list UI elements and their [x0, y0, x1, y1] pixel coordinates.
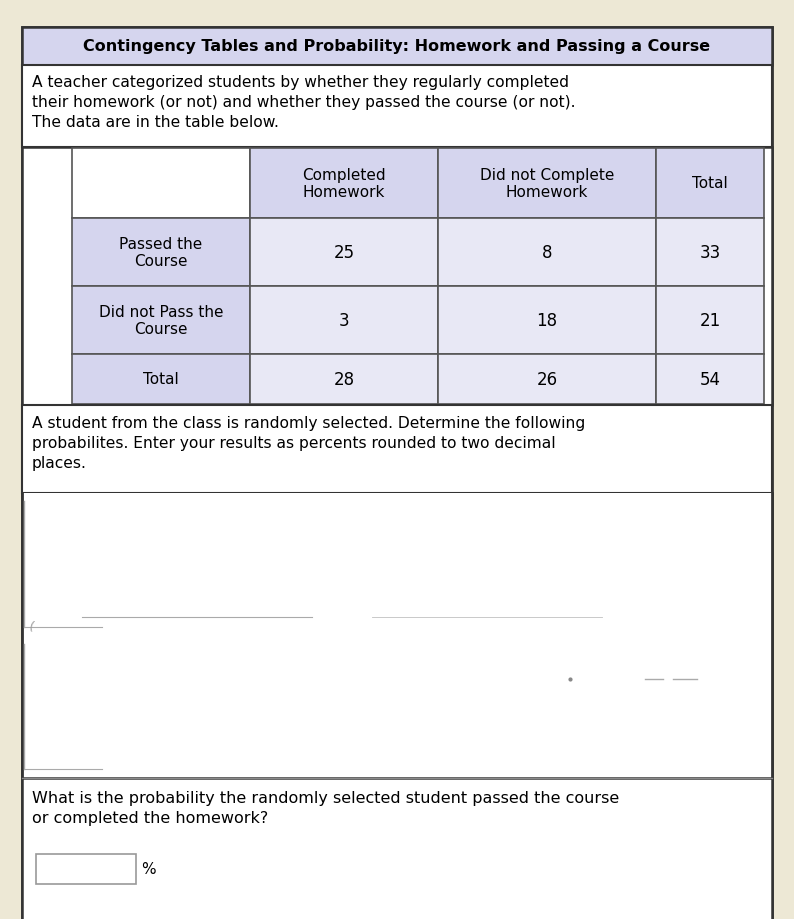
- Bar: [438, 355, 656, 404]
- Text: 26: 26: [537, 370, 557, 389]
- Bar: [72, 355, 250, 404]
- Text: A student from the class is randomly selected. Determine the following
probabili: A student from the class is randomly sel…: [32, 415, 585, 471]
- Text: Total: Total: [692, 176, 728, 191]
- Bar: [656, 355, 764, 404]
- Text: %: %: [141, 862, 156, 877]
- Bar: [438, 287, 656, 355]
- Bar: [656, 287, 764, 355]
- Bar: [656, 149, 764, 219]
- Text: 33: 33: [700, 244, 721, 262]
- Bar: [22, 28, 772, 66]
- Bar: [22, 66, 772, 148]
- Text: Contingency Tables and Probability: Homework and Passing a Course: Contingency Tables and Probability: Home…: [83, 40, 711, 54]
- Text: 25: 25: [333, 244, 355, 262]
- Bar: [250, 219, 438, 287]
- Text: A teacher categorized students by whether they regularly completed
their homewor: A teacher categorized students by whethe…: [32, 75, 576, 130]
- Bar: [250, 287, 438, 355]
- Bar: [36, 854, 136, 884]
- Bar: [72, 149, 250, 219]
- Text: Total: Total: [143, 372, 179, 387]
- Text: Did not Complete
Homework: Did not Complete Homework: [480, 167, 615, 200]
- Text: Passed the
Course: Passed the Course: [119, 236, 202, 269]
- Text: 28: 28: [333, 370, 355, 389]
- Bar: [72, 287, 250, 355]
- Text: What is the probability the randomly selected student passed the course
or compl: What is the probability the randomly sel…: [32, 790, 619, 825]
- Text: 18: 18: [537, 312, 557, 330]
- Bar: [72, 219, 250, 287]
- Text: (: (: [27, 619, 35, 633]
- Text: 21: 21: [700, 312, 721, 330]
- Text: 3: 3: [339, 312, 349, 330]
- Text: 8: 8: [542, 244, 553, 262]
- Text: Completed
Homework: Completed Homework: [303, 167, 386, 200]
- Bar: [656, 219, 764, 287]
- Text: 54: 54: [700, 370, 720, 389]
- Bar: [22, 778, 772, 919]
- Bar: [250, 355, 438, 404]
- Bar: [438, 149, 656, 219]
- Bar: [22, 405, 772, 494]
- Bar: [438, 219, 656, 287]
- Text: Did not Pass the
Course: Did not Pass the Course: [98, 304, 223, 337]
- Bar: [22, 148, 772, 405]
- Bar: [22, 494, 772, 778]
- Bar: [250, 149, 438, 219]
